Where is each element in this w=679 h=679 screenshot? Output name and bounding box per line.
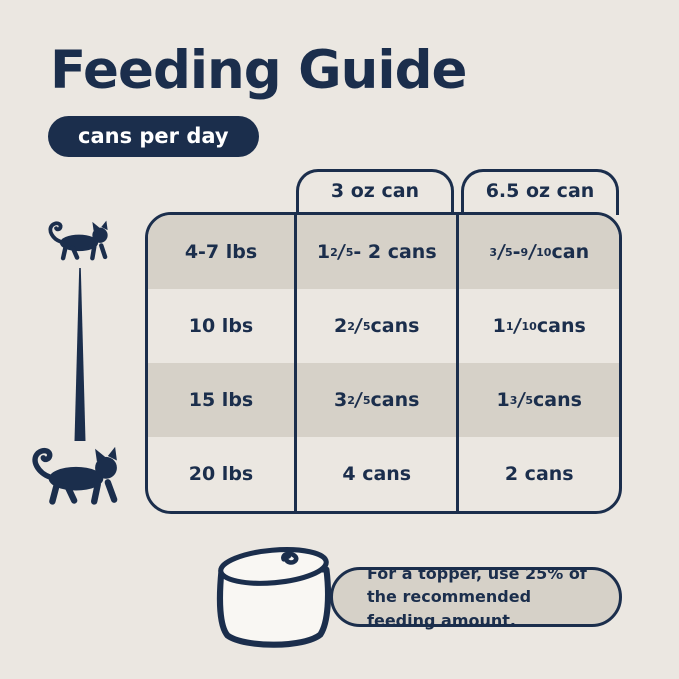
weight-cell: 10 lbs <box>188 315 254 337</box>
food-can-icon <box>216 547 332 648</box>
small-can-cell: 1 2/5 - 2 cans <box>294 215 456 289</box>
topper-note-text: For a topper, use 25% of the recommended… <box>367 564 587 630</box>
weight-cell: 15 lbs <box>188 389 254 411</box>
feeding-table: 4-7 lbs 1 2/5 - 2 cans 3/5 - 9/10 can 10… <box>145 212 622 514</box>
small-can-cell: 4 cans <box>294 437 456 511</box>
large-can-cell: 1 1/10 cans <box>456 289 618 363</box>
small-can-cell: 2 2/5 cans <box>294 289 456 363</box>
column-header-label: 3 oz can <box>330 179 420 202</box>
small-can-cell: 3 2/5 cans <box>294 363 456 437</box>
badge-label: cans per day <box>78 124 229 148</box>
weight-cell: 20 lbs <box>188 463 254 485</box>
table-row: 15 lbs 3 2/5 cans 1 3/5 cans <box>148 363 619 437</box>
table-row: 20 lbs 4 cans 2 cans <box>148 437 619 511</box>
table-row: 10 lbs 2 2/5 cans 1 1/10 cans <box>148 289 619 363</box>
large-can-cell: 1 3/5 cans <box>456 363 618 437</box>
size-scale-line <box>74 268 86 441</box>
cans-per-day-badge: cans per day <box>48 116 259 157</box>
large-can-cell: 2 cans <box>456 437 618 511</box>
large-cat-icon <box>32 446 118 505</box>
column-header-large-can: 6.5 oz can <box>461 169 619 215</box>
table-row: 4-7 lbs 1 2/5 - 2 cans 3/5 - 9/10 can <box>148 215 619 289</box>
column-header-label: 6.5 oz can <box>485 179 595 202</box>
column-header-small-can: 3 oz can <box>296 169 454 215</box>
large-can-cell: 3/5 - 9/10 can <box>456 215 618 289</box>
weight-cell: 4-7 lbs <box>184 241 258 263</box>
page-title: Feeding Guide <box>50 40 467 101</box>
topper-note: For a topper, use 25% of the recommended… <box>330 564 622 630</box>
small-cat-icon <box>48 220 108 261</box>
